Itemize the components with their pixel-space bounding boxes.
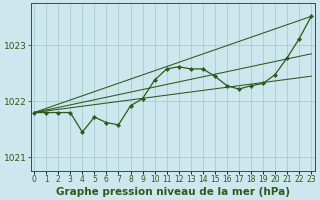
- X-axis label: Graphe pression niveau de la mer (hPa): Graphe pression niveau de la mer (hPa): [56, 187, 290, 197]
